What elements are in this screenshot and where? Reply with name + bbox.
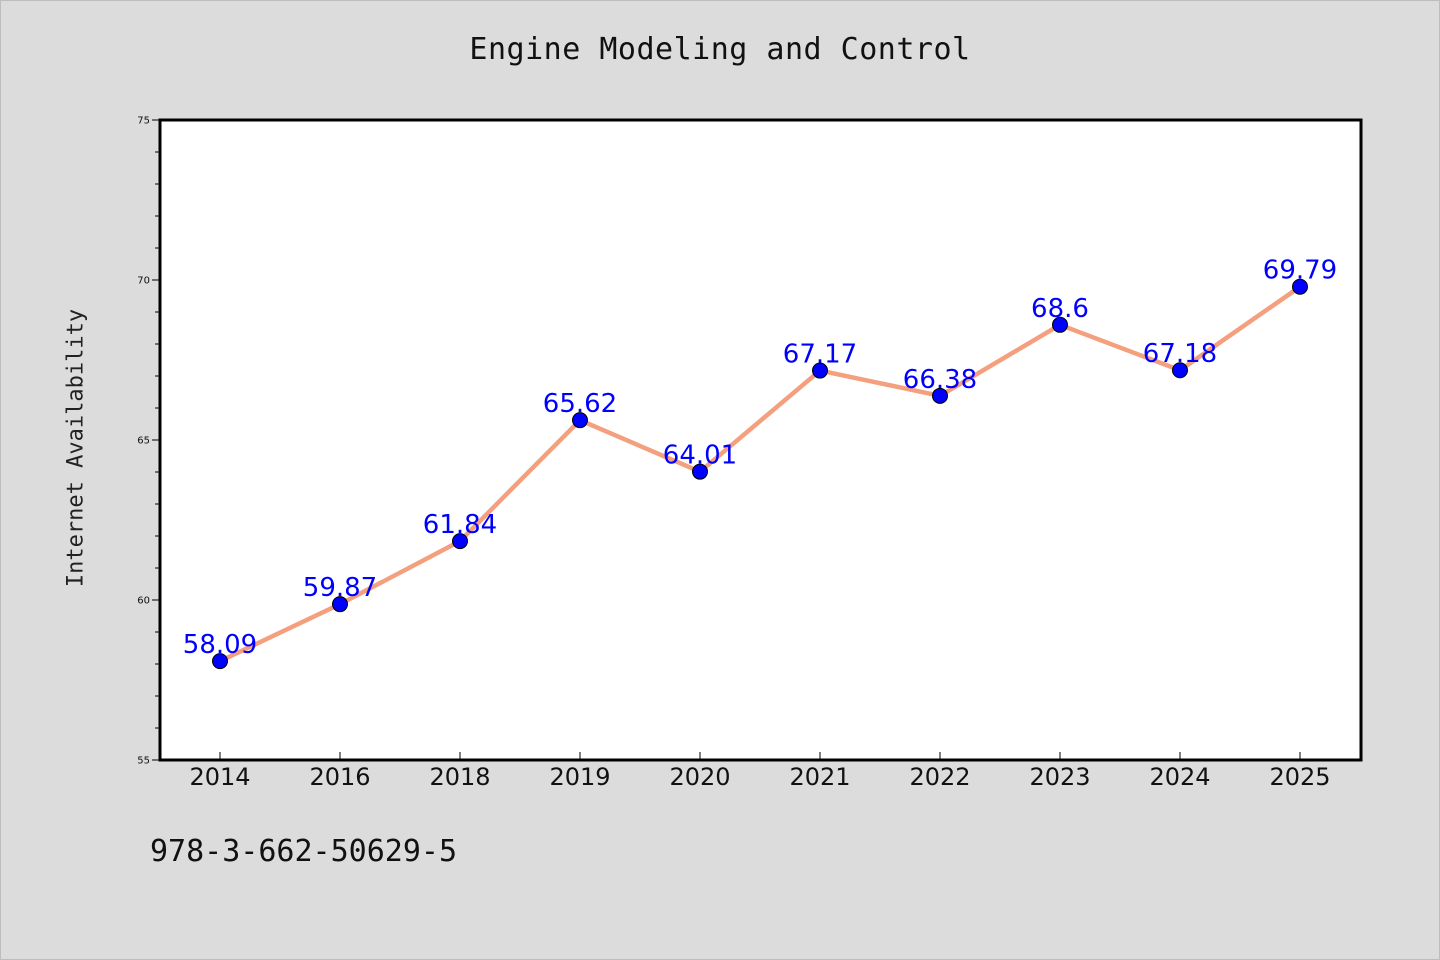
y-axis: 55 60 65 70 75 [137,116,160,767]
data-label: 64.01 [663,441,737,471]
x-tick-label: 2022 [909,763,970,791]
y-tick-label: 70 [137,276,150,287]
data-point [1052,316,1068,333]
y-tick-label: 75 [137,116,150,127]
data-label: 67.17 [783,340,857,370]
y-tick-label: 65 [137,436,150,447]
data-point [572,412,588,429]
x-tick-label: 2023 [1029,763,1090,791]
isbn-text: 978-3-662-50629-5 [150,834,458,869]
x-tick-label: 2016 [309,763,370,791]
data-points [212,278,1308,670]
data-point [1172,362,1188,379]
y-tick-label: 55 [137,756,150,767]
data-point [332,596,348,613]
x-tick-label: 2024 [1149,763,1210,791]
data-label: 65.62 [543,389,617,419]
data-label: 59.87 [303,573,377,603]
plot-area [158,118,1363,762]
data-label: 67.18 [1143,339,1217,369]
data-point [692,463,708,480]
data-label: 68.6 [1031,294,1089,324]
data-label: 61.84 [423,510,497,540]
data-labels: 58.09 59.87 61.84 65.62 64.01 67.17 66.38 68.6 6… [183,256,1337,660]
x-tick-label: 2021 [789,763,850,791]
series-line [219,284,1302,664]
data-label: 58.09 [183,630,257,660]
x-tick-label: 2020 [669,763,730,791]
data-point [452,533,468,550]
x-tick-label: 2014 [189,763,250,791]
data-point [1292,278,1308,295]
chart-title: Engine Modeling and Control [469,32,971,67]
x-tick-label: 2025 [1269,763,1330,791]
x-tick-label: 2019 [549,763,610,791]
data-point [212,653,228,670]
data-point [932,387,948,404]
data-label: 66.38 [903,365,977,395]
data-point [812,362,828,379]
x-tick-label: 2018 [429,763,490,791]
data-label: 69.79 [1263,256,1337,286]
y-tick-label: 60 [137,596,150,607]
x-axis: 2014 2016 2018 2019 2020 2021 2022 2023 2024 2025 [189,752,1331,791]
